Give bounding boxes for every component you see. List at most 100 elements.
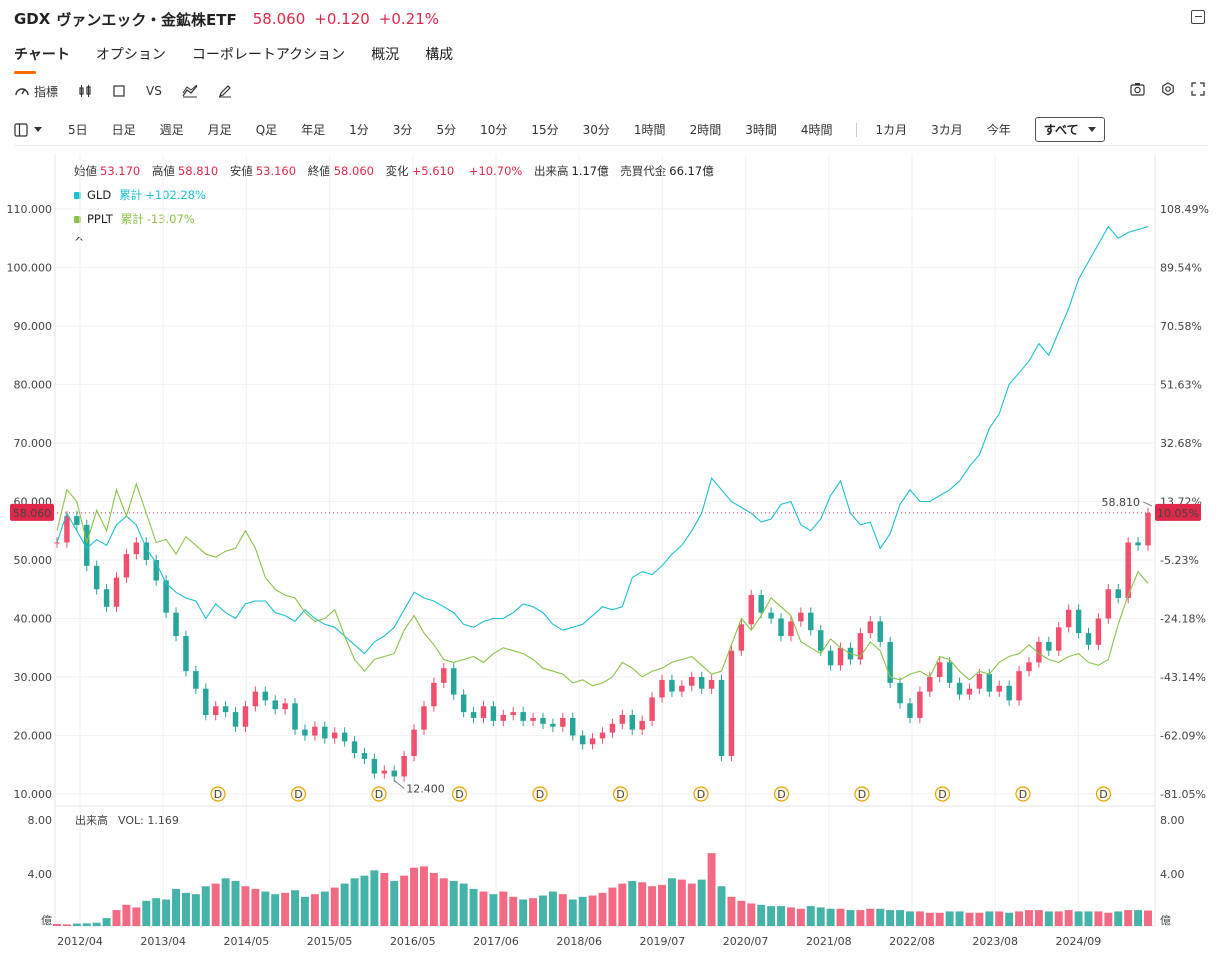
fullscreen-button[interactable] (1191, 82, 1205, 96)
dividend-marker-label: D (294, 788, 302, 801)
collapse-legend-button[interactable]: ^ (74, 235, 85, 249)
period-yearly[interactable]: 年足 (301, 123, 326, 137)
exit-fullscreen-icon[interactable] (1191, 10, 1205, 24)
volume-bar (211, 883, 220, 926)
volume-bar (370, 870, 379, 926)
period-5d[interactable]: 5日 (68, 123, 88, 137)
tab-holdings[interactable]: 構成 (425, 47, 454, 63)
candle (639, 720, 645, 730)
candle (669, 679, 675, 692)
high-annotation-label: 58.810 (1102, 496, 1141, 509)
candle (1105, 589, 1112, 619)
period-1h[interactable]: 1時間 (633, 123, 666, 137)
volume-bar (925, 912, 934, 926)
candle (1135, 542, 1141, 546)
volume-bar (251, 888, 260, 926)
candle (689, 677, 695, 686)
dividend-marker (371, 786, 387, 802)
legend-pplt[interactable]: PPLT 累計 -13.07% (74, 211, 195, 227)
volume-bar (152, 898, 161, 926)
candlestick-icon (79, 85, 91, 97)
pct-tick-label: 108.49% (1160, 203, 1209, 216)
candle (322, 726, 328, 739)
candle (927, 677, 933, 692)
dividend-marker (290, 786, 307, 802)
instrument-name: ヴァンエック・金鉱株ETF (56, 10, 237, 29)
volume-bar (915, 911, 924, 926)
overlay-button[interactable] (182, 84, 198, 98)
volume-bar (172, 888, 180, 926)
period-2h[interactable]: 2時間 (689, 123, 722, 137)
period-weekly[interactable]: 週足 (159, 123, 184, 137)
period-30m[interactable]: 30分 (582, 123, 610, 137)
volume-bar (687, 883, 696, 926)
volume-bar (905, 911, 914, 926)
volume-bar (340, 883, 349, 926)
settings-button[interactable] (1161, 82, 1175, 96)
candle (173, 612, 179, 637)
candle (589, 738, 596, 745)
legend-pplt-value: -13.07% (146, 212, 195, 226)
volume-bar (519, 899, 528, 926)
period-4h[interactable]: 4時間 (800, 123, 833, 137)
volume-bar (598, 892, 607, 926)
candle (272, 700, 278, 710)
period-3h[interactable]: 3時間 (745, 123, 777, 137)
volume-bar (816, 907, 825, 926)
current-price-tag (10, 503, 54, 521)
range-3mo[interactable]: 3カ月 (931, 123, 963, 137)
candle-type-button[interactable] (78, 84, 92, 98)
drawing-rect-button[interactable] (112, 84, 126, 98)
price-tick-label: 80.000 (14, 379, 53, 392)
price-tick-label: 110.000 (7, 203, 53, 216)
draw-button[interactable] (218, 84, 232, 98)
tab-options[interactable]: オプション (95, 47, 166, 63)
tab-chart[interactable]: チャート (14, 44, 70, 74)
high-value: 58.810 (177, 164, 219, 178)
volume-bar (777, 906, 785, 926)
volume-bar (588, 895, 597, 926)
tab-overview[interactable]: 概況 (371, 47, 400, 63)
tab-corporate-actions[interactable]: コーポレートアクション (191, 47, 346, 63)
layout-button[interactable] (14, 122, 42, 137)
volume-bar (568, 899, 577, 926)
candle (470, 712, 477, 718)
low-label: 安値 (229, 164, 253, 178)
volume-bar (1134, 910, 1143, 926)
open-value: 53.170 (100, 164, 141, 178)
compare-button[interactable]: VS (146, 84, 162, 98)
volume-bar (995, 911, 1004, 926)
low-annotation-label: 12.400 (406, 782, 445, 795)
price-tick-label: 20.000 (14, 730, 53, 743)
volume-bar (122, 904, 131, 926)
indicator-button[interactable]: 指標 (14, 83, 58, 100)
range-ytd[interactable]: 今年 (986, 123, 1011, 137)
volume-bar (350, 878, 359, 926)
screenshot-button[interactable] (1130, 82, 1145, 96)
range-1mo[interactable]: 1カ月 (875, 123, 908, 137)
volume-bar (82, 923, 91, 926)
period-daily[interactable]: 日足 (111, 123, 136, 137)
candle (302, 729, 308, 736)
turnover-value: 66.17億 (669, 164, 714, 178)
volume-unit-label: 億 (1160, 914, 1171, 927)
period-quarterly[interactable]: Q足 (255, 123, 278, 137)
legend-gld[interactable]: GLD 累計 +102.28% (74, 187, 206, 203)
period-15m[interactable]: 15分 (531, 123, 559, 137)
range-all-dropdown[interactable]: すべて (1034, 117, 1106, 142)
volume-bar (935, 912, 944, 926)
period-3m[interactable]: 3分 (392, 123, 413, 137)
volume-bar (330, 887, 339, 926)
indicator-label: 指標 (34, 84, 59, 99)
volume-bar (697, 879, 706, 926)
volume-bar (578, 896, 587, 926)
candle (996, 685, 1002, 692)
period-monthly[interactable]: 月足 (207, 123, 232, 137)
period-5m[interactable]: 5分 (436, 123, 457, 137)
volume-bar (360, 875, 369, 926)
period-10m[interactable]: 10分 (480, 123, 508, 137)
volume-bar (648, 886, 657, 926)
pencil-icon (218, 85, 231, 98)
period-1m[interactable]: 1分 (349, 123, 369, 137)
